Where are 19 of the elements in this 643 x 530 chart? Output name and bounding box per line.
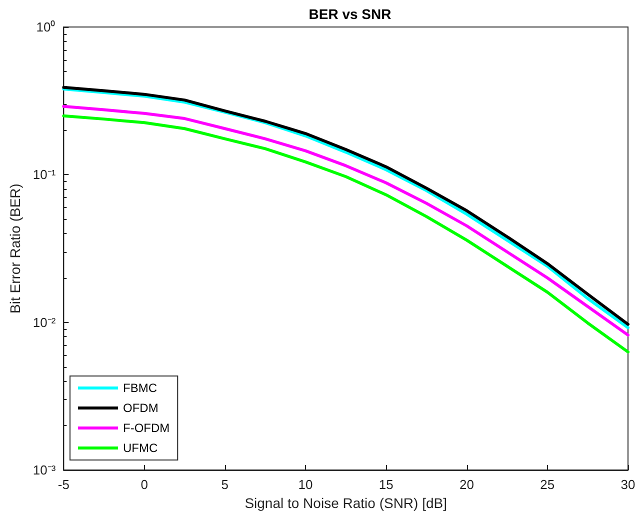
legend-label: OFDM — [123, 401, 158, 415]
x-tick-label: 25 — [540, 477, 555, 492]
legend-label: FBMC — [123, 381, 158, 395]
y-axis-title: Bit Error Ratio (BER) — [7, 184, 23, 314]
chart-title: BER vs SNR — [308, 6, 392, 22]
x-tick-label: 20 — [460, 477, 474, 492]
x-tick-label: 10 — [298, 477, 313, 492]
y-tick-label: 10⁻² — [32, 314, 56, 330]
legend-label: UFMC — [123, 441, 158, 455]
y-tick-label: 10⁻¹ — [32, 167, 56, 182]
x-tick-label: 5 — [221, 477, 229, 492]
legend-label: F-OFDM — [123, 421, 170, 435]
x-axis-title: Signal to Noise Ratio (SNR) [dB] — [244, 494, 447, 511]
x-tick-label: 15 — [378, 477, 394, 492]
x-tick-label: -5 — [58, 477, 70, 492]
x-tick-label: 0 — [140, 477, 148, 492]
x-tick-label: 30 — [620, 477, 636, 492]
y-tick-label: 10⁻³ — [32, 462, 56, 478]
y-tick-label: 10⁰ — [36, 20, 56, 34]
